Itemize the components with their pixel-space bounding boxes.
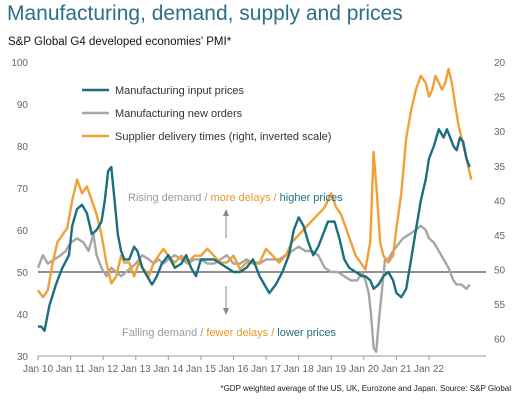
- y-left-tick-label: 40: [17, 310, 29, 321]
- x-tick-label: Jan 16: [218, 364, 248, 375]
- x-tick-label: Jan 21: [381, 364, 411, 375]
- x-tick-label: Jan 15: [186, 364, 216, 375]
- annotation-segment: fewer delays /: [203, 327, 275, 339]
- y-right-tick-label: 40: [494, 196, 506, 207]
- arrow-up-icon: [223, 209, 229, 216]
- x-tick-label: Jan 20: [349, 364, 379, 375]
- y-left-tick-label: 60: [17, 226, 29, 237]
- legend: Manufacturing input prices Manufacturing …: [82, 85, 331, 143]
- x-tick-label: Jan 22: [414, 364, 444, 375]
- y-left-tick-label: 30: [17, 352, 29, 363]
- page-title: Manufacturing, demand, supply and prices: [7, 2, 403, 25]
- series-lines: [36, 67, 473, 353]
- axes: 30 40 50 60 70 80 90 100 20 25 30 35 40 45 50 55 60 Jan 1…: [11, 58, 505, 375]
- annotation-segment: more delays /: [208, 192, 278, 204]
- annotation-segment: lower prices: [274, 327, 336, 339]
- y-right-tick-label: 20: [494, 58, 506, 69]
- annotation-segment: Rising demand /: [128, 192, 208, 204]
- x-tick-label: Jan 12: [88, 364, 118, 375]
- x-tick-label: Jan 11: [56, 364, 86, 375]
- y-right-tick-label: 35: [494, 162, 506, 173]
- y-right-tick-label: 30: [494, 127, 506, 138]
- legend-label: Manufacturing input prices: [115, 85, 245, 97]
- x-tick-label: Jan 10: [23, 364, 53, 375]
- annotation-falling: Falling demand / fewer delays / lower pr…: [122, 327, 336, 339]
- annotations: Rising demand / more delays / higher pri…: [122, 192, 343, 339]
- legend-label: Supplier delivery times (right, inverted…: [115, 131, 331, 143]
- x-tick-label: Jan 18: [284, 364, 314, 375]
- annotation-segment: Falling demand /: [122, 327, 204, 339]
- x-tick-label: Jan 14: [153, 364, 183, 375]
- series-line-0: [38, 127, 471, 332]
- x-tick-label: Jan 19: [316, 364, 346, 375]
- y-left-tick-label: 90: [17, 100, 29, 111]
- y-right-tick-label: 25: [494, 93, 506, 104]
- x-tick-label: Jan 17: [251, 364, 281, 375]
- series-line-2: [37, 67, 473, 299]
- annotation-segment: higher prices: [277, 192, 344, 204]
- chart-subtitle: S&P Global G4 developed economies' PMI*: [8, 36, 232, 48]
- arrow-down-icon: [223, 308, 229, 315]
- y-left-tick-label: 80: [17, 142, 29, 153]
- y-left-tick-label: 100: [11, 58, 28, 69]
- footnote: *GDP weighted average of the US, UK, Eur…: [220, 384, 511, 393]
- y-right-tick-label: 55: [494, 300, 506, 311]
- legend-label: Manufacturing new orders: [115, 108, 243, 120]
- y-right-tick-label: 45: [494, 231, 506, 242]
- x-tick-label: Jan 13: [121, 364, 151, 375]
- y-right-tick-label: 60: [494, 335, 506, 346]
- y-left-tick-label: 70: [17, 184, 29, 195]
- annotation-rising: Rising demand / more delays / higher pri…: [128, 192, 343, 204]
- y-left-tick-label: 50: [17, 268, 29, 279]
- y-right-tick-label: 50: [494, 266, 506, 277]
